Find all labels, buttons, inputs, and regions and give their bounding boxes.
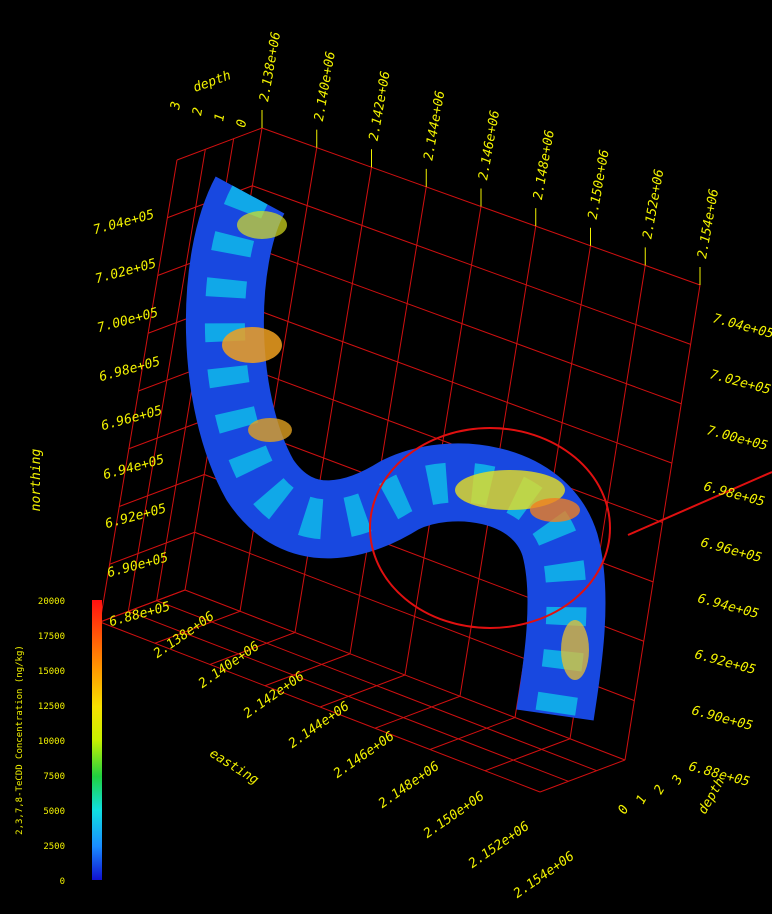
easting-tick: 2.140e+06	[196, 639, 262, 692]
northing-label: northing	[29, 449, 44, 512]
easting-label: easting	[207, 746, 262, 788]
bottom-depth-label: depth	[695, 776, 728, 817]
colorbar-tick: 2500	[43, 842, 65, 852]
colorbar-tick: 15000	[38, 667, 65, 677]
bottom-depth-tick: 2	[651, 783, 668, 797]
right-northing-tick: 7.00e+05	[705, 423, 770, 454]
top-easting-tick: 2.154e+06	[695, 188, 722, 260]
top-depth-tick: 1	[212, 112, 228, 122]
northing-tick: 6.98e+05	[98, 354, 163, 385]
bottom-depth-tick: 1	[633, 793, 650, 807]
surface-body	[225, 195, 567, 715]
volume-view: 2.138e+062.140e+062.142e+062.144e+062.14…	[0, 0, 772, 914]
right-northing-tick: 6.92e+05	[693, 647, 758, 678]
top-depth-tick: 3	[168, 100, 184, 111]
hotspot	[530, 498, 580, 522]
northing-tick: 6.94e+05	[102, 452, 167, 483]
right-northing-tick: 6.94e+05	[696, 591, 761, 622]
top-easting-tick: 2.150e+06	[586, 148, 613, 220]
colorbar-tick: 17500	[38, 632, 65, 642]
right-northing-tick: 6.98e+05	[702, 479, 767, 510]
right-northing-tick: 6.90e+05	[690, 703, 755, 734]
grid-line	[177, 128, 262, 160]
hotspot	[561, 620, 589, 680]
grid-line	[625, 285, 700, 760]
easting-tick: 2.146e+06	[331, 729, 397, 782]
northing-tick: 6.92e+05	[104, 501, 169, 532]
bottom-depth-tick: 3	[669, 773, 686, 788]
top-easting-tick: 2.142e+06	[367, 70, 394, 142]
right-northing-tick: 6.96e+05	[699, 535, 764, 566]
northing-tick: 6.88e+05	[108, 599, 173, 630]
northing-tick: 7.00e+05	[96, 305, 161, 336]
surface	[222, 195, 589, 715]
colorbar-tick: 12500	[38, 702, 65, 712]
top-easting-tick: 2.146e+06	[476, 109, 503, 181]
top-easting-tick: 2.138e+06	[257, 31, 284, 103]
easting-tick: 2.150e+06	[421, 789, 487, 842]
top-depth-tick: 2	[190, 106, 206, 116]
right-northing-tick: 7.02e+05	[708, 367, 772, 398]
top-easting-tick: 2.144e+06	[421, 89, 448, 161]
page: 2.138e+062.140e+062.142e+062.144e+062.14…	[0, 0, 772, 914]
colorbar-tick: 10000	[38, 737, 65, 747]
colorbar-tick: 0	[60, 877, 65, 887]
colorbar-tick: 20000	[38, 597, 65, 607]
colorbar-tick: 7500	[43, 772, 65, 782]
hotspot	[248, 418, 292, 442]
easting-tick: 2.148e+06	[376, 759, 442, 812]
easting-tick: 2.152e+06	[466, 819, 532, 872]
northing-tick: 7.02e+05	[94, 256, 159, 287]
colorbar-tick: 5000	[43, 807, 65, 817]
right-northing-tick: 7.04e+05	[711, 311, 772, 342]
top-depth-label: depth	[191, 68, 233, 95]
hotspot	[237, 211, 287, 239]
top-depth-tick: 0	[234, 118, 250, 128]
easting-tick: 2.142e+06	[241, 669, 307, 722]
northing-tick: 7.04e+05	[92, 207, 157, 238]
top-easting-tick: 2.152e+06	[640, 168, 667, 240]
colorbar	[92, 600, 102, 880]
bottom-depth-tick: 0	[615, 803, 632, 817]
hotspot	[222, 327, 282, 363]
top-easting-tick: 2.148e+06	[531, 129, 558, 201]
easting-tick: 2.154e+06	[511, 849, 577, 902]
top-easting-tick: 2.140e+06	[312, 50, 339, 122]
colorbar-title: 2,3,7,8-TeCDD Concentration (ng/kg)	[15, 645, 25, 835]
